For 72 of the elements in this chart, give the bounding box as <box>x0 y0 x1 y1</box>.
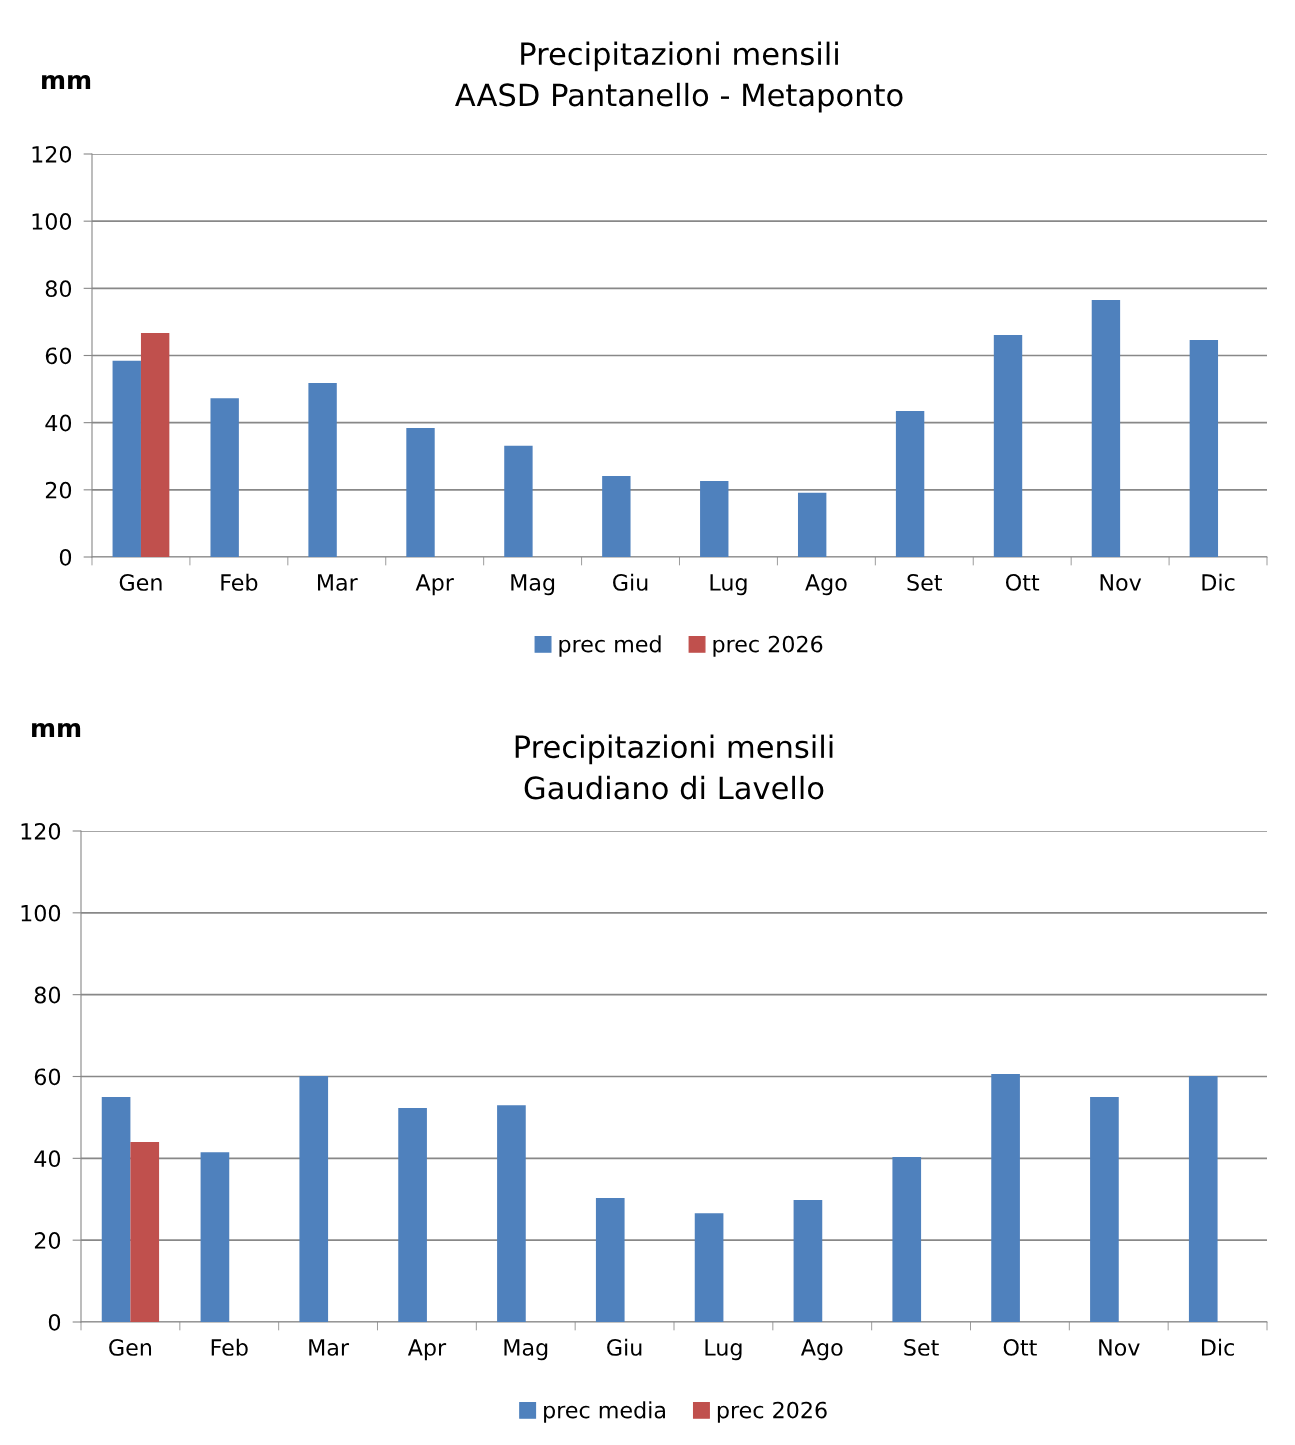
x-tick-label: Set <box>904 1339 939 1356</box>
x-tick-label: Nov <box>1099 1339 1140 1356</box>
bar <box>112 360 141 557</box>
x-tick-label: Ott <box>1003 1339 1037 1356</box>
bar <box>308 383 337 557</box>
x-tick-label: Mag <box>511 574 555 596</box>
legend-label: prec med <box>559 635 661 657</box>
bar <box>497 1105 526 1322</box>
x-tick-label: Ago <box>800 1339 843 1361</box>
chart-title: Precipitazioni mensili AASD Pantanello - Metaponto <box>455 41 903 113</box>
x-tick-label: Nov <box>1100 574 1142 591</box>
bar <box>101 1096 131 1322</box>
x-tick-label: Lug <box>705 1339 742 1361</box>
legend-label: prec 2026 <box>713 635 823 657</box>
bar <box>1188 1076 1218 1322</box>
x-tick-label: Set <box>907 574 942 591</box>
x-tick-label: Giu <box>613 573 648 591</box>
x-tick-label: Mag <box>504 1339 548 1361</box>
x-tick-label: Gen <box>119 574 162 591</box>
y-tick-label: 80 <box>34 986 61 1004</box>
y-tick-label: 60 <box>34 1068 61 1086</box>
bar <box>210 398 239 557</box>
bar <box>892 1157 922 1322</box>
legend-label: prec media <box>544 1401 665 1423</box>
y-axis-title: mm <box>32 722 81 737</box>
bar <box>797 492 827 557</box>
bar <box>595 1198 625 1322</box>
y-tick-label: 120 <box>21 822 61 840</box>
x-tick-label: Ago <box>805 574 847 596</box>
x-tick-label: Ott <box>1006 574 1040 591</box>
x-tick-label: Lug <box>710 574 747 596</box>
bar <box>299 1076 329 1322</box>
y-tick-label: 0 <box>48 1313 61 1331</box>
bar <box>1091 300 1121 557</box>
x-tick-label: Apr <box>407 1339 447 1361</box>
bar <box>993 335 1023 557</box>
bar <box>130 1141 160 1322</box>
y-tick-label: 40 <box>45 414 72 432</box>
x-tick-label: Mar <box>318 574 358 591</box>
bar <box>1090 1096 1119 1322</box>
y-axis-title: mm <box>42 74 91 89</box>
legend-label: prec 2026 <box>717 1401 827 1423</box>
bar <box>504 445 533 557</box>
y-tick-label: 40 <box>34 1150 61 1168</box>
bar <box>140 333 170 557</box>
y-tick-label: 100 <box>32 213 72 230</box>
bar <box>793 1200 823 1322</box>
bar <box>700 481 729 557</box>
bar <box>406 428 435 557</box>
bar <box>991 1074 1020 1322</box>
bar <box>398 1108 427 1322</box>
bar <box>895 410 925 557</box>
x-tick-label: Giu <box>607 1338 642 1356</box>
x-tick-label: Dic <box>1202 573 1235 591</box>
x-tick-label: Mar <box>309 1339 350 1356</box>
x-tick-label: Feb <box>211 1338 248 1356</box>
bar <box>694 1213 724 1322</box>
y-tick-label: 60 <box>45 347 72 365</box>
y-tick-label: 100 <box>21 904 61 922</box>
x-tick-label: Feb <box>221 573 258 591</box>
y-tick-label: 20 <box>34 1232 61 1249</box>
x-tick-label: Dic <box>1202 1338 1234 1356</box>
chart-title: Precipitazioni mensili Gaudiano di Lavello <box>515 734 833 800</box>
x-tick-label: Apr <box>415 574 454 596</box>
y-tick-label: 0 <box>59 548 72 566</box>
y-tick-label: 20 <box>45 481 72 499</box>
x-tick-label: Gen <box>109 1339 152 1356</box>
y-tick-label: 120 <box>32 145 72 163</box>
y-tick-label: 80 <box>45 280 72 298</box>
bar <box>602 476 631 557</box>
bar <box>200 1152 230 1322</box>
bar <box>1189 340 1219 557</box>
